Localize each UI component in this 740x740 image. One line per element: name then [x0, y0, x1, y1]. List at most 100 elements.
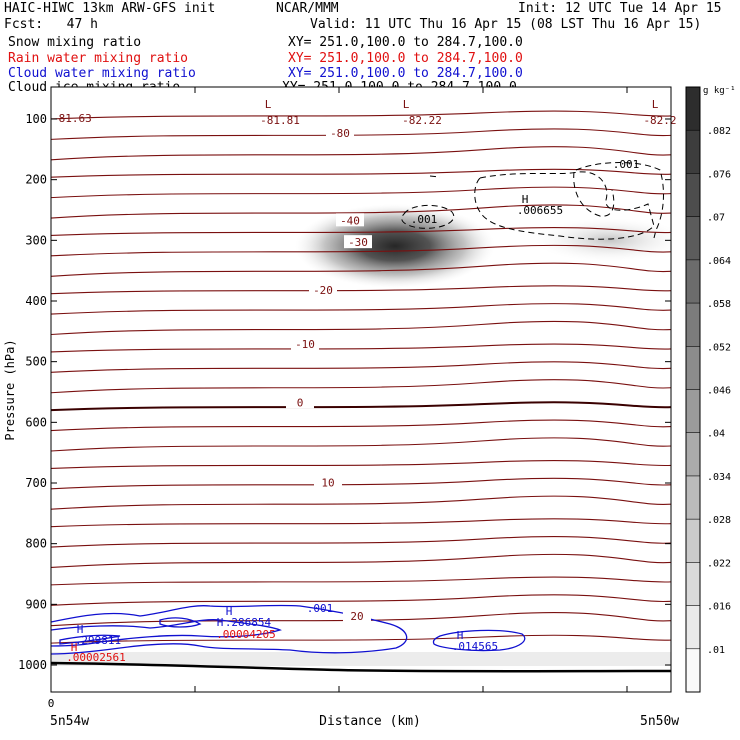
rain-water-label: .00004205 [216, 628, 276, 641]
temperature-contour [51, 437, 671, 452]
colorbar: .01 .016 .022 .028 .034 .04 .046 .052 .058 .064 .0… [685, 86, 731, 693]
cloud-ice-high-marker: H [522, 193, 529, 206]
temperature-contour-label: 10 [321, 476, 334, 489]
valid-time: Valid: 11 UTC Thu 16 Apr 15 (08 LST Thu … [310, 17, 702, 32]
temperature-contour [51, 262, 671, 277]
y-tick-label: 500 [25, 355, 47, 369]
cloud-water-label: .014565 [452, 640, 498, 653]
temperature-contour-label: -10 [295, 338, 315, 351]
temperature-extremum-value: -82.22 [402, 114, 442, 127]
temperature-contour [51, 168, 671, 178]
temperature-extremum-value: -81.81 [260, 114, 300, 127]
y-tick-label: 900 [25, 597, 47, 611]
colorbar-swatch [686, 346, 700, 390]
colorbar-tick-label: .028 [707, 515, 731, 526]
temperature-contour [51, 146, 671, 161]
temperature-contour [51, 576, 671, 586]
init-time: Init: 12 UTC Tue 14 Apr 15 [518, 1, 722, 16]
plot-frame [50, 86, 672, 693]
temperature-contour [51, 536, 671, 548]
x-tick-label: 0 [48, 697, 55, 710]
colorbar-tick-label: .034 [707, 472, 731, 483]
cloud-water-contour [159, 617, 202, 628]
temperature-contour-label: 0 [297, 396, 304, 409]
temperature-contour [51, 518, 671, 528]
legend-rain-name: Rain water mixing ratio [8, 51, 189, 66]
rain-water-label: .00002561 [66, 651, 126, 664]
colorbar-swatch [686, 519, 700, 563]
y-tick-label: 700 [25, 476, 47, 490]
cloud-ice-contour [429, 175, 441, 178]
temperature-contour-label: -20 [313, 284, 333, 297]
contour-label-bg [326, 125, 354, 139]
colorbar-tick-label: .022 [707, 558, 731, 569]
colorbar-swatch [686, 87, 700, 131]
y-tick-label: 200 [25, 173, 47, 187]
y-tick-label: 800 [25, 537, 47, 551]
legend-rain-xy: XY= 251.0,100.0 to 284.7,100.0 [288, 51, 523, 66]
y-tick-label: 300 [25, 233, 47, 247]
colorbar-swatch [686, 475, 700, 520]
temperature-contour [51, 459, 671, 469]
temperature-contour [51, 594, 671, 606]
colorbar-swatch [686, 562, 700, 606]
temperature-contour [51, 553, 671, 569]
legend-snow-name: Snow mixing ratio [8, 35, 142, 50]
colorbar-swatch [686, 259, 700, 304]
chart-title: HAIC-HIWC 13km ARW-GFS init [4, 1, 216, 16]
colorbar-swatch [686, 432, 700, 476]
legend-cloud-water-xy: XY= 251.0,100.0 to 284.7,100.0 [288, 66, 523, 81]
temperature-contour [51, 128, 671, 140]
snow-weak-area [535, 218, 671, 262]
colorbar-tick-label: .04 [707, 429, 725, 440]
x-axis-label: Distance (km) [319, 714, 421, 729]
x-axis: 0 [48, 87, 628, 710]
cloud-water-contour [51, 604, 408, 655]
temperature-contour-label: -40 [340, 214, 360, 227]
y-tick-label: 1000 [18, 658, 47, 672]
temperature-contour [51, 361, 671, 373]
temperature-extremum-value: -82.2 [643, 114, 676, 127]
temperature-extremum-value: -81.63 [52, 112, 92, 125]
ground-line [51, 661, 671, 673]
colorbar-swatch [686, 130, 700, 174]
colorbar-tick-label: .016 [707, 602, 731, 613]
temperature-contour [51, 303, 671, 315]
legend-snow-xy: XY= 251.0,100.0 to 284.7,100.0 [288, 35, 523, 50]
colorbar-tick-label: .076 [707, 169, 731, 180]
cloud-water-label: .001 [307, 602, 334, 615]
organization-label: NCAR/MMM [276, 1, 339, 16]
legend-cloud-water-name: Cloud water mixing ratio [8, 66, 196, 81]
cloud-water-contour [59, 634, 121, 645]
temperature-contour-label: 20 [350, 610, 363, 623]
colorbar-swatch [686, 605, 700, 649]
y-tick-label: 100 [25, 112, 47, 126]
contour-label-bg [291, 337, 319, 351]
cloud-ice-label: .001 [613, 158, 640, 171]
temperature-low-marker: L [652, 98, 659, 111]
colorbar-tick-label: .01 [707, 645, 725, 656]
temperature-contour [51, 285, 671, 295]
colorbar-tick-label: .046 [707, 386, 731, 397]
contour-label-group: -80 -40 -30 -20 -10 0 10 20 L -81.81 L -82.22 L -82.2… [52, 98, 677, 664]
temperature-contour [51, 110, 671, 120]
colorbar-swatch [686, 389, 700, 433]
cloud-ice-contour [401, 205, 455, 229]
colorbar-tick-label: .082 [707, 126, 731, 137]
temperature-contour-label: -80 [330, 127, 350, 140]
colorbar-swatch [686, 303, 700, 347]
cloud-water-high-marker: H [457, 629, 464, 642]
temperature-contour [51, 320, 671, 336]
temperature-contour [51, 612, 671, 627]
contour-label-bg [314, 475, 342, 489]
rain-water-high-marker: H [71, 641, 78, 654]
colorbar-tick-label: .052 [707, 342, 731, 353]
temperature-contour [51, 477, 671, 490]
temperature-contour [51, 343, 671, 353]
forecast-hour: Fcst: 47 h [4, 17, 98, 32]
colorbar-tick-label: .07 [707, 213, 725, 224]
y-axis-label: Pressure (hPa) [3, 339, 17, 440]
contour-group [51, 110, 671, 673]
cloud-water-label: .286854 [225, 616, 272, 629]
